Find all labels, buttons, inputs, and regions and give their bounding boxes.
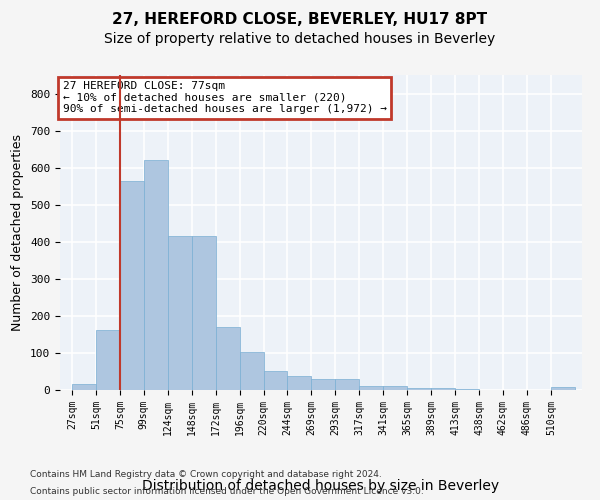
Bar <box>239 352 263 390</box>
Bar <box>287 376 311 390</box>
X-axis label: Distribution of detached houses by size in Beverley: Distribution of detached houses by size … <box>142 480 500 494</box>
Bar <box>120 180 144 390</box>
Text: Size of property relative to detached houses in Beverley: Size of property relative to detached ho… <box>104 32 496 46</box>
Bar <box>551 387 575 390</box>
Text: Contains public sector information licensed under the Open Government Licence v3: Contains public sector information licen… <box>30 487 424 496</box>
Text: 27, HEREFORD CLOSE, BEVERLEY, HU17 8PT: 27, HEREFORD CLOSE, BEVERLEY, HU17 8PT <box>112 12 488 28</box>
Text: 27 HEREFORD CLOSE: 77sqm
← 10% of detached houses are smaller (220)
90% of semi-: 27 HEREFORD CLOSE: 77sqm ← 10% of detach… <box>62 82 386 114</box>
Bar <box>455 388 479 390</box>
Bar <box>144 160 168 390</box>
Bar <box>168 236 191 390</box>
Bar <box>431 388 455 390</box>
Bar <box>191 236 215 390</box>
Bar <box>359 386 383 390</box>
Bar <box>96 330 120 390</box>
Bar <box>311 379 335 390</box>
Bar <box>335 379 359 390</box>
Bar <box>383 386 407 390</box>
Bar <box>407 388 431 390</box>
Text: Contains HM Land Registry data © Crown copyright and database right 2024.: Contains HM Land Registry data © Crown c… <box>30 470 382 479</box>
Bar <box>215 327 239 390</box>
Bar <box>263 372 287 390</box>
Bar <box>72 384 96 390</box>
Y-axis label: Number of detached properties: Number of detached properties <box>11 134 25 331</box>
